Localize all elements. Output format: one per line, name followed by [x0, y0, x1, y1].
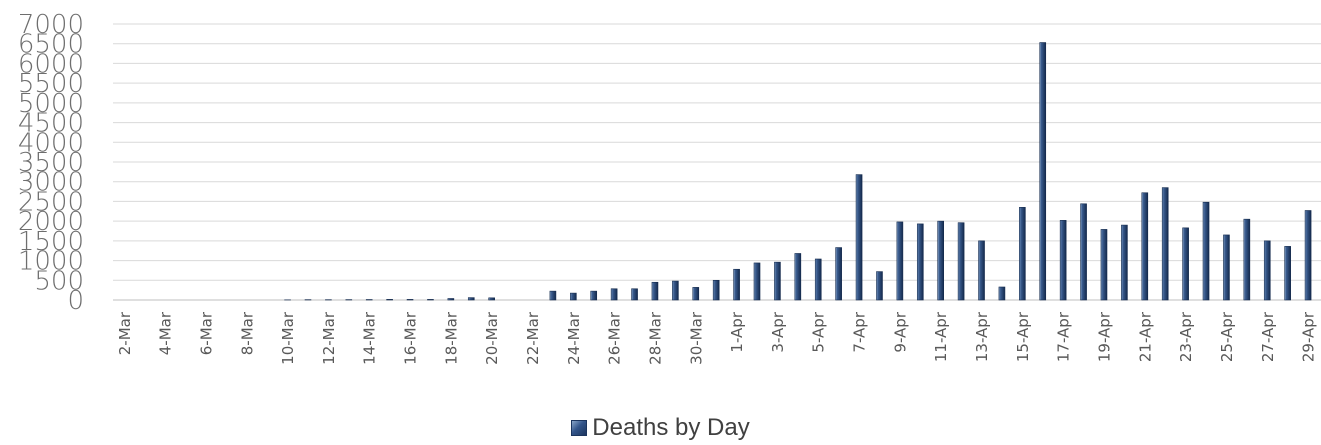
bar-18-Apr [1080, 203, 1087, 301]
x-tick-label: 23-Apr [1177, 311, 1195, 362]
bar-1-Apr [733, 268, 740, 301]
bar-4-Apr [794, 253, 802, 301]
bar-22-Apr [1161, 187, 1169, 301]
x-tick-label: 13-Apr [973, 311, 991, 362]
x-tick-label: 5-Apr [810, 311, 828, 352]
bar-23-Mar [549, 290, 557, 301]
x-tick-label: 14-Mar [361, 311, 379, 365]
y-tick-label: 3500 [18, 148, 84, 178]
bar-6-Apr [835, 247, 842, 301]
bar-8-Apr [876, 271, 883, 301]
x-tick-label: 22-Mar [524, 311, 542, 365]
y-tick-label: 0 [67, 286, 84, 316]
bar-16-Apr [1039, 42, 1047, 301]
bar-17-Mar [427, 299, 434, 301]
bar-25-Mar [590, 290, 598, 301]
bar-17-Apr [1059, 220, 1067, 301]
bar-20-Apr [1121, 224, 1128, 301]
bar-26-Apr [1243, 218, 1251, 301]
bar-11-Apr [937, 220, 945, 301]
bar-31-Mar [712, 279, 720, 301]
gridlines [113, 23, 1321, 301]
bar-15-Apr [1019, 207, 1026, 301]
bar-26-Mar [610, 288, 618, 301]
x-tick-label: 9-Apr [891, 311, 909, 352]
x-tick-label: 3-Apr [769, 311, 787, 352]
bar-28-Mar [651, 281, 659, 301]
x-tick-label: 15-Apr [1014, 311, 1032, 362]
bar-25-Apr [1223, 234, 1230, 301]
legend: Deaths by Day [0, 414, 1321, 442]
bar-27-Apr [1263, 240, 1271, 301]
bar-29-Mar [672, 280, 679, 301]
bar-27-Mar [631, 288, 638, 301]
x-tick-label: 17-Apr [1055, 311, 1073, 362]
x-tick-label: 11-Apr [932, 311, 950, 362]
y-tick-label: 1000 [18, 247, 84, 277]
x-tick-label: 25-Apr [1218, 311, 1236, 362]
bar-24-Apr [1202, 201, 1210, 301]
bar-29-Apr [1304, 210, 1312, 301]
y-tick-label: 6500 [18, 30, 84, 60]
bar-7-Apr [855, 174, 863, 301]
x-tick-label: 12-Mar [320, 311, 338, 365]
x-tick-label: 7-Apr [851, 311, 869, 352]
bar-28-Apr [1284, 246, 1291, 301]
x-tick-label: 27-Apr [1259, 311, 1277, 362]
bar-21-Apr [1141, 192, 1149, 301]
bars [284, 42, 1312, 301]
y-tick-label: 2000 [18, 207, 84, 237]
bar-20-Mar [488, 297, 495, 301]
y-tick-label: 3000 [18, 168, 84, 198]
y-tick-label: 2500 [18, 187, 84, 217]
y-tick-label: 1500 [18, 227, 84, 257]
y-tick-label: 5500 [18, 69, 84, 99]
bar-14-Apr [998, 286, 1006, 301]
bar-19-Apr [1100, 229, 1108, 301]
x-tick-label: 21-Apr [1136, 311, 1154, 362]
x-tick-label: 20-Mar [483, 311, 501, 365]
bar-10-Apr [916, 223, 924, 301]
x-tick-label: 18-Mar [442, 311, 460, 365]
x-tick-label: 1-Apr [728, 311, 746, 352]
y-tick-label: 6000 [18, 49, 84, 79]
bar-2-Apr [753, 262, 761, 301]
x-tick-label: 4-Mar [157, 311, 175, 355]
y-tick-label: 4500 [18, 109, 84, 139]
x-tick-label: 24-Mar [565, 311, 583, 365]
x-tick-label: 26-Mar [606, 311, 624, 365]
x-tick-label: 30-Mar [687, 311, 705, 365]
bar-15-Mar [386, 299, 393, 301]
legend-swatch [571, 420, 588, 436]
y-tick-label: 7000 [18, 10, 84, 40]
bar-9-Apr [896, 221, 904, 301]
x-tick-label: 10-Mar [279, 311, 297, 365]
bar-24-Mar [570, 292, 577, 301]
bar-16-Mar [406, 299, 414, 301]
x-tick-label: 8-Mar [238, 311, 256, 355]
x-tick-label: 29-Apr [1300, 311, 1318, 362]
x-tick-label: 16-Mar [402, 311, 420, 365]
y-tick-label: 500 [34, 266, 84, 296]
bar-13-Apr [978, 240, 985, 301]
bar-12-Apr [957, 222, 965, 301]
x-tick-label: 6-Mar [197, 311, 215, 355]
bar-23-Apr [1182, 227, 1189, 301]
bar-18-Mar [447, 298, 455, 301]
y-tick-label: 4000 [18, 128, 84, 158]
x-tick-label: 19-Apr [1095, 311, 1113, 362]
bar-5-Apr [814, 258, 822, 301]
bar-3-Apr [774, 261, 781, 301]
y-tick-label: 5000 [18, 89, 84, 119]
bar-19-Mar [467, 297, 475, 301]
y-axis: 0500100015002000250030003500400045005000… [18, 10, 84, 316]
x-tick-label: 28-Mar [646, 311, 664, 365]
bar-30-Mar [692, 287, 700, 301]
legend-label: Deaths by Day [592, 414, 750, 441]
x-axis: 2-Mar 4-Mar 6-Mar 8-Mar 10-Mar 12-Mar 14-Mar 16… [116, 311, 1318, 365]
x-tick-label: 2-Mar [116, 311, 134, 355]
